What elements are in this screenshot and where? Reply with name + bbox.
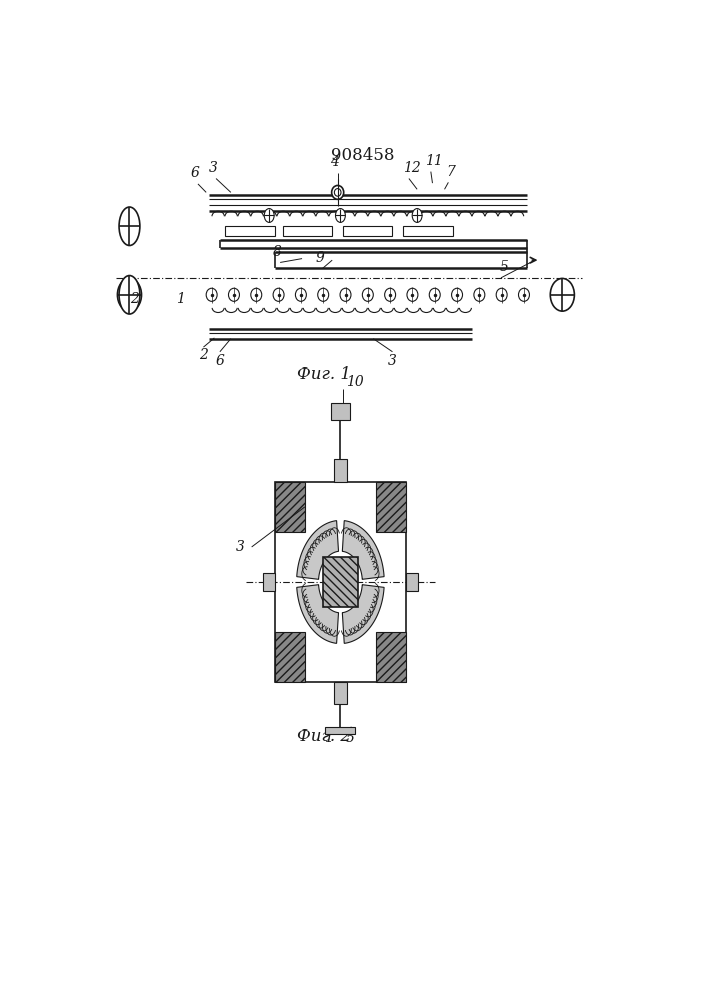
Ellipse shape (340, 288, 351, 301)
Bar (226, 226, 275, 236)
Bar (343, 226, 392, 236)
Text: 8: 8 (273, 245, 282, 259)
Ellipse shape (412, 209, 422, 222)
Text: 3: 3 (388, 354, 397, 368)
Ellipse shape (385, 288, 396, 301)
Text: 10: 10 (346, 375, 363, 389)
Bar (407, 573, 419, 591)
Bar (322, 557, 358, 607)
Text: 3: 3 (209, 161, 218, 175)
Ellipse shape (317, 288, 329, 301)
Ellipse shape (119, 276, 140, 314)
Bar (275, 632, 305, 682)
Text: 2: 2 (131, 292, 139, 306)
Bar (325, 727, 356, 734)
Ellipse shape (296, 288, 306, 301)
Text: 5: 5 (346, 731, 355, 745)
Ellipse shape (117, 278, 141, 311)
Ellipse shape (474, 288, 485, 301)
Ellipse shape (251, 288, 262, 301)
Bar (376, 482, 407, 532)
Text: 1: 1 (324, 731, 333, 745)
Ellipse shape (119, 207, 140, 246)
Bar (404, 226, 452, 236)
Text: 11: 11 (425, 154, 443, 168)
Ellipse shape (452, 288, 462, 301)
Bar (334, 459, 347, 482)
Ellipse shape (518, 288, 530, 301)
Ellipse shape (273, 288, 284, 301)
Bar (275, 482, 305, 532)
Text: 7: 7 (447, 165, 455, 179)
Ellipse shape (496, 288, 507, 301)
Text: 3: 3 (235, 540, 245, 554)
Bar (376, 632, 407, 682)
Text: Фиг. 1: Фиг. 1 (297, 366, 351, 383)
Ellipse shape (550, 278, 574, 311)
Text: 9: 9 (315, 251, 324, 265)
Bar (262, 573, 275, 591)
Text: 6: 6 (216, 354, 224, 368)
Text: Фиг. 2: Фиг. 2 (297, 728, 351, 745)
Polygon shape (297, 521, 339, 579)
Text: 12: 12 (403, 161, 421, 175)
Text: 5: 5 (499, 260, 508, 274)
Ellipse shape (334, 189, 341, 196)
Ellipse shape (332, 185, 344, 199)
Ellipse shape (336, 209, 345, 222)
Ellipse shape (429, 288, 440, 301)
Text: 2: 2 (199, 348, 208, 362)
Bar (283, 226, 332, 236)
Text: 4: 4 (330, 155, 339, 169)
Polygon shape (342, 585, 384, 643)
Polygon shape (297, 585, 339, 643)
Bar (331, 403, 350, 420)
Ellipse shape (363, 288, 373, 301)
Text: 1: 1 (176, 292, 185, 306)
Ellipse shape (206, 288, 217, 301)
Bar (275, 482, 407, 682)
Text: 6: 6 (191, 166, 199, 180)
Ellipse shape (228, 288, 240, 301)
Polygon shape (342, 521, 384, 579)
Ellipse shape (264, 209, 274, 222)
Ellipse shape (407, 288, 418, 301)
Text: 908458: 908458 (331, 147, 394, 164)
Bar (334, 682, 347, 704)
